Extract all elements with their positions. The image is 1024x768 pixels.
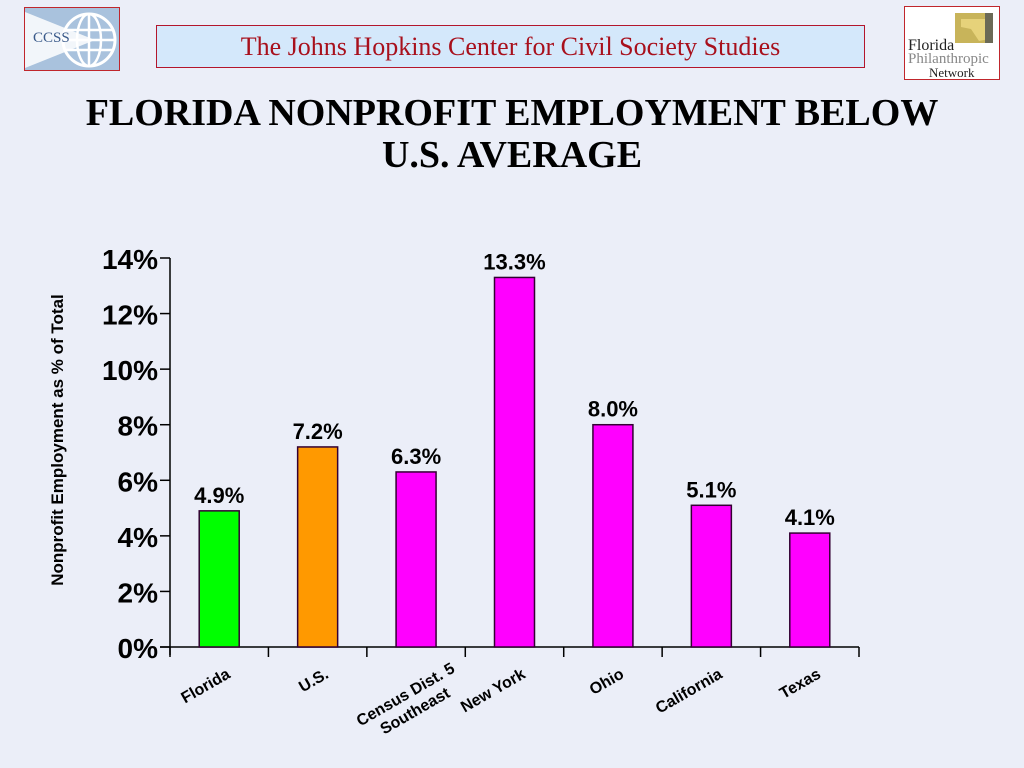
data-label: 6.3% <box>391 444 441 469</box>
x-tick-label: New York <box>458 666 528 716</box>
x-tick-label: Florida <box>179 666 234 707</box>
logo-line-florida: Florida <box>908 37 955 54</box>
data-label: 4.1% <box>785 505 835 530</box>
y-tick-label: 10% <box>102 355 158 386</box>
bar-texas <box>789 532 831 648</box>
florida-map-icon <box>955 13 993 43</box>
bar-florida <box>198 510 240 648</box>
data-label: 5.1% <box>686 477 736 502</box>
x-tick-label-line: Ohio <box>587 666 627 699</box>
x-tick-label-line: California <box>653 666 725 718</box>
chart-title: FLORIDA NONPROFIT EMPLOYMENT BELOW U.S. … <box>0 92 1024 176</box>
y-tick-label: 12% <box>102 300 158 331</box>
data-label: 8.0% <box>588 397 638 422</box>
bar-u-s- <box>296 446 339 648</box>
ccss-logo: CCSS <box>24 7 120 71</box>
x-tick-label: Ohio <box>587 666 627 699</box>
x-tick-label: Texas <box>777 666 824 703</box>
bar-california <box>690 504 733 648</box>
ccss-logo-text: CCSS <box>33 30 70 46</box>
florida-philanthropic-network-logo: Florida Philanthropic Network <box>904 6 1000 80</box>
logo-line-network: Network <box>929 65 975 80</box>
header-banner: The Johns Hopkins Center for Civil Socie… <box>156 25 865 68</box>
logo-line-philanthropic: Philanthropic <box>908 51 989 67</box>
bar-ohio <box>592 423 634 648</box>
x-tick-label: California <box>653 666 725 718</box>
bar-census-dist-5-southeast <box>395 471 437 648</box>
y-tick-label: 8% <box>118 411 159 442</box>
y-tick-label: 14% <box>102 244 158 275</box>
chart-title-line-1: FLORIDA NONPROFIT EMPLOYMENT BELOW <box>85 92 939 134</box>
x-tick-label-line: U.S. <box>296 666 331 696</box>
data-label: 7.2% <box>293 419 343 444</box>
x-tick-label-line: Florida <box>179 666 234 707</box>
globe-icon <box>25 12 117 68</box>
x-tick-label: U.S. <box>296 666 331 696</box>
x-tick-label-line: New York <box>458 666 528 716</box>
y-tick-label: 0% <box>118 633 159 664</box>
chart-title-line-2: U.S. AVERAGE <box>381 134 643 176</box>
y-tick-label: 4% <box>118 522 159 553</box>
banner-text: The Johns Hopkins Center for Civil Socie… <box>240 31 781 61</box>
data-label: 13.3% <box>483 249 545 274</box>
y-tick-label: 2% <box>118 577 159 608</box>
bar-new-york <box>493 276 536 648</box>
y-tick-label: 6% <box>118 466 159 497</box>
data-label: 4.9% <box>194 483 244 508</box>
x-tick-label-line: Texas <box>777 666 824 703</box>
